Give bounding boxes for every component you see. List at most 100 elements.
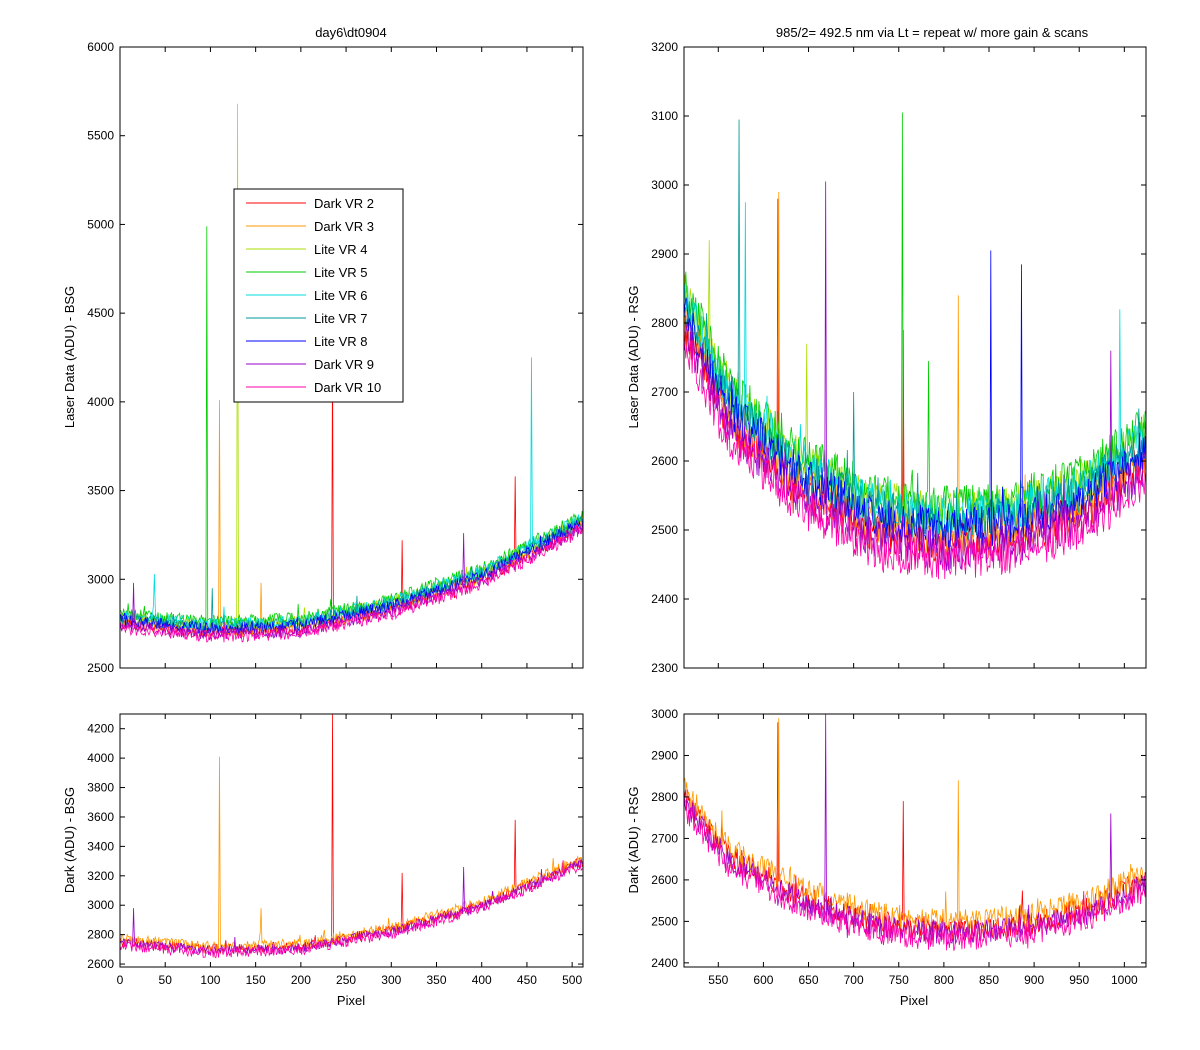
rsg-dark-ytick-label: 2700 xyxy=(651,831,678,845)
rsg-dark-axes-box xyxy=(683,713,1147,968)
bsg-laser-series-dark-vr-10 xyxy=(120,524,583,643)
rsg-dark-xtick-label: 850 xyxy=(979,973,999,987)
bsg-laser-ytick-label: 3500 xyxy=(87,484,114,498)
bsg-dark-ytick-label: 3200 xyxy=(87,869,114,883)
rsg-dark-xtick-label: 750 xyxy=(889,973,909,987)
bsg-laser-ytick-label: 5000 xyxy=(87,217,114,231)
bsg-dark-xtick-label: 250 xyxy=(336,973,356,987)
bsg-laser-panel: day6\dt0904 Laser Data (ADU) - BSG 2500 3… xyxy=(62,25,584,675)
bsg-laser-ytick-label: 5500 xyxy=(87,129,114,143)
bsg-dark-ytick-label: 3400 xyxy=(87,839,114,853)
bsg-dark-xtick-label: 300 xyxy=(381,973,401,987)
bsg-laser-axes-box xyxy=(119,46,584,669)
bsg-laser-series-group xyxy=(120,103,583,643)
rsg-laser-ytick-label: 2600 xyxy=(651,454,678,468)
rsg-laser-ytick-label: 3100 xyxy=(651,109,678,123)
bsg-laser-series-lite-vr-8 xyxy=(120,517,583,636)
rsg-dark-xtick-label: 1000 xyxy=(1111,973,1138,987)
rsg-dark-xlabel: Pixel xyxy=(900,993,928,1008)
legend-entry-label: Lite VR 8 xyxy=(314,334,367,349)
bsg-dark-plot: 0 50 100 150 200 250 300 350 400 450 500 2600 2800 30… xyxy=(87,713,584,987)
rsg-laser-series-dark-vr-10 xyxy=(684,341,1146,580)
bsg-dark-ytick-label: 3000 xyxy=(87,898,114,912)
bsg-dark-ytick-label: 2600 xyxy=(87,957,114,971)
rsg-dark-plot: 550 600 650 700 750 800 850 900 950 1000 2400 2500 2… xyxy=(651,707,1147,987)
rsg-dark-series-group xyxy=(684,714,1146,951)
bsg-laser-ytick-label: 6000 xyxy=(87,40,114,54)
rsg-laser-ytick-label: 3000 xyxy=(651,178,678,192)
bsg-dark-panel: Dark (ADU) - BSG Pixel 0 50 100 150 200 250 30… xyxy=(62,713,584,1008)
bsg-dark-ylabel: Dark (ADU) - BSG xyxy=(62,787,77,893)
rsg-laser-series-group xyxy=(684,112,1146,580)
rsg-dark-ytick-label: 2400 xyxy=(651,956,678,970)
bsg-dark-axes-box xyxy=(119,713,584,968)
rsg-dark-xtick-label: 550 xyxy=(708,973,728,987)
bsg-dark-ytick-label: 4000 xyxy=(87,751,114,765)
legend-entry-label: Lite VR 5 xyxy=(314,265,367,280)
bsg-laser-ytick-label: 2500 xyxy=(87,661,114,675)
rsg-dark-series-dark-vr-3 xyxy=(684,718,1146,933)
rsg-dark-ytick-label: 2500 xyxy=(651,914,678,928)
rsg-dark-xtick-label: 650 xyxy=(799,973,819,987)
bsg-dark-ytick-label: 3800 xyxy=(87,781,114,795)
bsg-dark-xtick-label: 0 xyxy=(117,973,124,987)
rsg-dark-ylabel: Dark (ADU) - RSG xyxy=(626,787,641,894)
rsg-laser-plot: 2300 2400 2500 2600 2700 2800 2900 3000 3100 3200 xyxy=(651,40,1147,675)
bsg-laser-ytick-label: 4000 xyxy=(87,395,114,409)
rsg-laser-ytick-label: 2500 xyxy=(651,523,678,537)
bsg-laser-ylabel: Laser Data (ADU) - BSG xyxy=(62,286,77,428)
bsg-laser-series-lite-vr-6 xyxy=(120,357,583,631)
bsg-dark-xtick-label: 100 xyxy=(200,973,220,987)
bsg-dark-xtick-label: 50 xyxy=(159,973,173,987)
rsg-dark-ytick-label: 2900 xyxy=(651,748,678,762)
bsg-dark-ytick-label: 3600 xyxy=(87,810,114,824)
bsg-dark-xtick-label: 450 xyxy=(517,973,537,987)
rsg-laser-ytick-label: 2300 xyxy=(651,661,678,675)
rsg-dark-ytick-label: 2800 xyxy=(651,790,678,804)
legend-entry-label: Lite VR 4 xyxy=(314,242,367,257)
rsg-dark-xtick-label: 900 xyxy=(1024,973,1044,987)
rsg-laser-ytick-label: 3200 xyxy=(651,40,678,54)
rsg-dark-xtick-label: 600 xyxy=(753,973,773,987)
rsg-dark-xtick-label: 950 xyxy=(1069,973,1089,987)
bsg-dark-xtick-label: 500 xyxy=(562,973,582,987)
bsg-laser-title: day6\dt0904 xyxy=(315,25,387,40)
bsg-dark-series-group xyxy=(120,714,583,959)
rsg-laser-ytick-label: 2400 xyxy=(651,592,678,606)
legend-entry-label: Dark VR 2 xyxy=(314,196,374,211)
rsg-laser-ytick-label: 2700 xyxy=(651,385,678,399)
bsg-dark-xtick-label: 200 xyxy=(291,973,311,987)
bsg-dark-xtick-label: 350 xyxy=(426,973,446,987)
bsg-laser-ytick-label: 4500 xyxy=(87,306,114,320)
rsg-laser-ytick-label: 2900 xyxy=(651,247,678,261)
rsg-dark-panel: Dark (ADU) - RSG Pixel 550 600 650 700 750 80… xyxy=(626,707,1147,1008)
rsg-laser-axes-box xyxy=(683,46,1147,669)
bsg-dark-xtick-label: 150 xyxy=(246,973,266,987)
rsg-dark-ytick-label: 3000 xyxy=(651,707,678,721)
rsg-dark-xtick-label: 700 xyxy=(844,973,864,987)
bsg-dark-xlabel: Pixel xyxy=(337,993,365,1008)
bsg-laser-plot: 2500 3000 3500 4000 4500 5000 5500 6000 xyxy=(87,40,584,675)
legend-entry-label: Dark VR 10 xyxy=(314,380,381,395)
rsg-dark-series-dark-vr-10 xyxy=(684,797,1146,951)
legend-entry-label: Dark VR 9 xyxy=(314,357,374,372)
bsg-dark-series-dark-vr-10 xyxy=(120,860,583,959)
rsg-laser-ylabel: Laser Data (ADU) - RSG xyxy=(626,285,641,428)
rsg-laser-panel: 985/2= 492.5 nm via Lt = repeat w/ more … xyxy=(626,25,1147,675)
bsg-dark-series-dark-vr-3 xyxy=(120,756,583,952)
rsg-dark-series-dark-vr-2 xyxy=(684,722,1146,942)
legend-entry-label: Lite VR 6 xyxy=(314,288,367,303)
legend: Dark VR 2 Dark VR 3 Lite VR 4 Lite VR 5 Lite… xyxy=(233,188,404,403)
rsg-laser-title: 985/2= 492.5 nm via Lt = repeat w/ more … xyxy=(776,25,1089,40)
bsg-laser-ytick-label: 3000 xyxy=(87,572,114,586)
rsg-laser-ytick-label: 2800 xyxy=(651,316,678,330)
legend-entry-label: Dark VR 3 xyxy=(314,219,374,234)
bsg-dark-xtick-label: 400 xyxy=(472,973,492,987)
bsg-dark-ytick-label: 2800 xyxy=(87,928,114,942)
legend-entry-label: Lite VR 7 xyxy=(314,311,367,326)
rsg-laser-series-lite-vr-8 xyxy=(684,250,1146,549)
bsg-dark-ytick-label: 4200 xyxy=(87,722,114,736)
rsg-dark-xtick-label: 800 xyxy=(934,973,954,987)
rsg-dark-ytick-label: 2600 xyxy=(651,873,678,887)
